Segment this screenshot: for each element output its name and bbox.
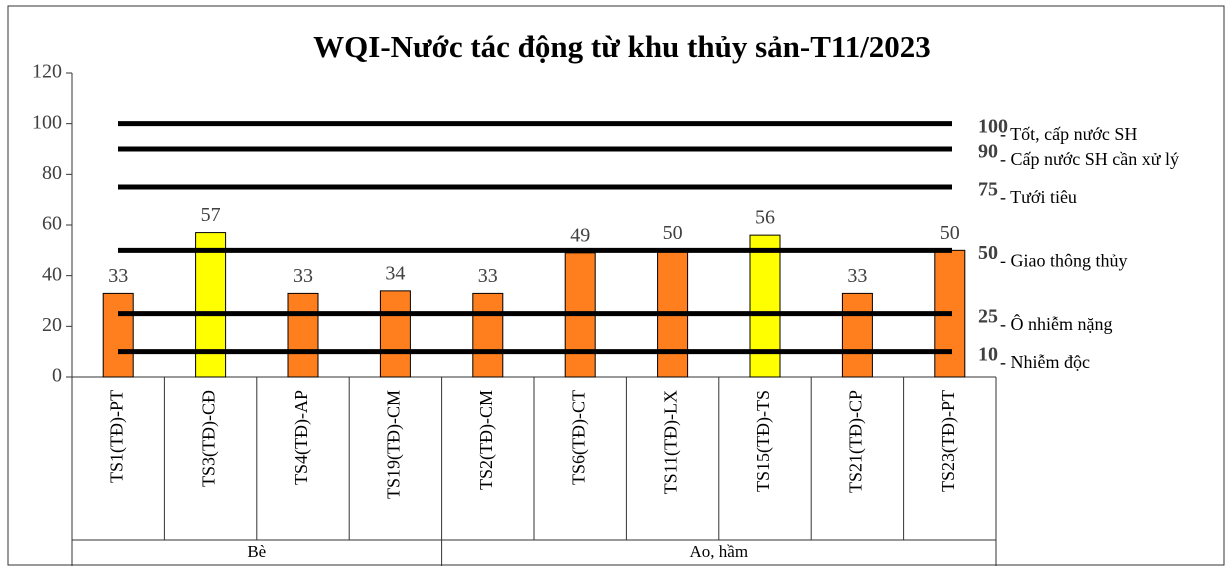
data-label: 33	[478, 265, 498, 287]
data-label: 56	[755, 207, 775, 229]
x-tick-label: TS1(TĐ)-PT	[106, 390, 127, 483]
data-label: 50	[940, 222, 960, 244]
group-label: Ao, hầm	[690, 542, 749, 561]
data-label: 33	[847, 265, 867, 287]
data-label: 57	[201, 204, 221, 226]
y-tick-label: 100	[32, 111, 62, 133]
x-tick-label: TS23(TĐ)-PT	[938, 390, 959, 492]
y-tick-label: 0	[52, 365, 62, 387]
data-label: 50	[663, 222, 683, 244]
bar	[841, 292, 873, 378]
bar	[379, 290, 411, 378]
reference-value: 75	[978, 179, 998, 201]
y-tick-label: 60	[42, 213, 62, 235]
reference-label: - Nhiễm độc	[1000, 352, 1090, 372]
y-tick-label: 120	[32, 61, 62, 83]
bar	[472, 292, 504, 378]
x-tick-label: TS6(TĐ)-CT	[568, 390, 589, 485]
x-tick-label: TS11(TĐ)-LX	[661, 390, 682, 494]
bar	[749, 234, 781, 378]
data-label: 34	[385, 262, 405, 284]
reference-label: - Tốt, cấp nước SH	[1000, 124, 1137, 144]
y-tick-label: 80	[42, 162, 62, 184]
reference-value: 25	[978, 305, 998, 327]
reference-label: - Cấp nước SH cần xử lý	[1000, 149, 1179, 169]
y-tick-label: 40	[42, 263, 62, 285]
reference-value: 10	[978, 343, 998, 365]
data-label: 49	[570, 224, 590, 246]
reference-value: 100	[978, 115, 1008, 137]
reference-label: - Ô nhiễm nặng	[1000, 313, 1112, 334]
reference-label: - Tưới tiêu	[1000, 187, 1077, 207]
reference-value: 90	[978, 141, 998, 163]
bar	[195, 232, 227, 378]
y-tick-label: 20	[42, 314, 62, 336]
x-tick-label: TS15(TĐ)-TS	[753, 390, 774, 492]
data-label: 33	[108, 265, 128, 287]
chart-title: WQI-Nước tác động từ khu thủy sản-T11/20…	[313, 29, 931, 64]
reference-label: - Giao thông thủy	[1000, 250, 1128, 270]
x-tick-label: TS3(TĐ)-CĐ	[199, 390, 220, 487]
bar	[287, 292, 319, 378]
chart-frame	[7, 5, 1225, 566]
group-label: Bè	[247, 542, 266, 561]
x-tick-label: TS19(TĐ)-CM	[384, 390, 405, 499]
x-tick-label: TS2(TĐ)-CM	[476, 390, 497, 490]
reference-value: 50	[978, 242, 998, 264]
x-tick-label: TS4(TĐ)-AP	[291, 390, 312, 485]
x-tick-label: TS21(TĐ)-CP	[846, 390, 867, 493]
data-label: 33	[293, 265, 313, 287]
bar	[102, 292, 134, 378]
